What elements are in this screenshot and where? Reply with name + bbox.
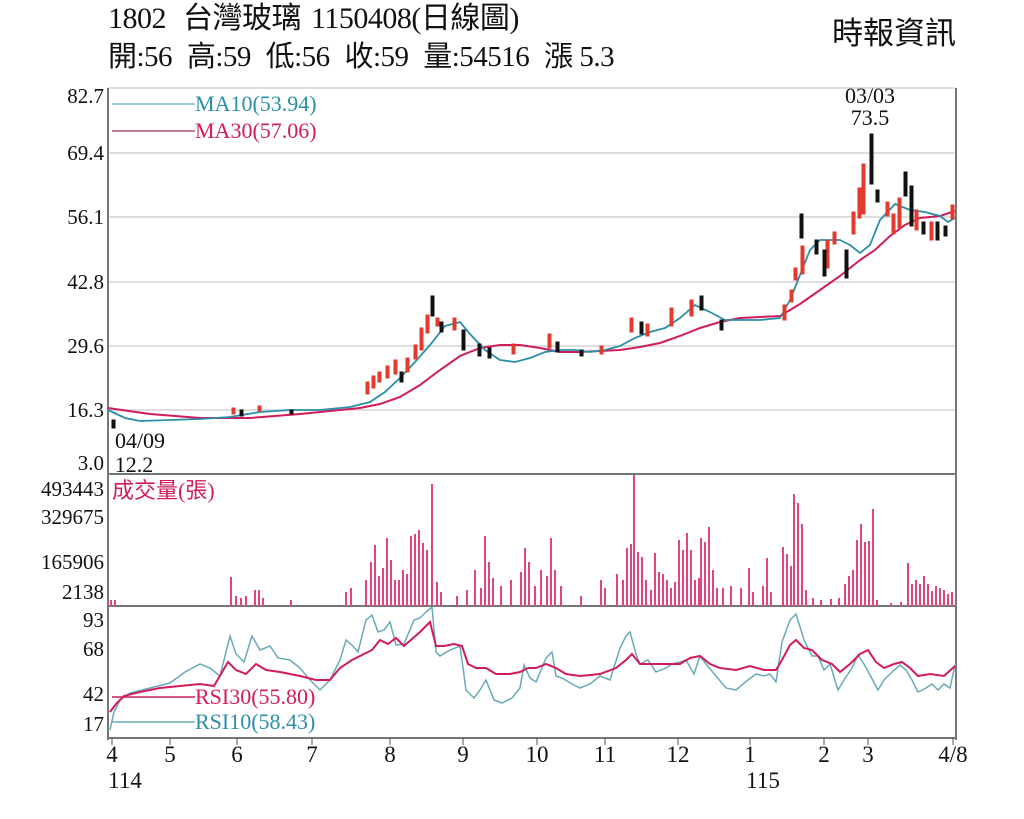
- rsi10-legend: RSI10(58.43): [195, 709, 315, 734]
- price-gridlines: [108, 87, 955, 411]
- price-candles: [111, 133, 955, 429]
- stock-name: 台灣玻璃: [183, 2, 302, 35]
- rsi30-legend: RSI30(55.80): [195, 684, 315, 709]
- svg-text:7: 7: [306, 742, 318, 767]
- svg-text:29.6: 29.6: [67, 334, 104, 358]
- ohlc-summary: 開:56 高:59 低:56 收:59 量:54516 漲 5.3: [108, 40, 622, 74]
- svg-text:8: 8: [384, 742, 396, 767]
- svg-text:4: 4: [106, 742, 118, 767]
- x-axis-ticks: [111, 738, 954, 745]
- svg-text:3.0: 3.0: [78, 451, 104, 475]
- svg-text:17: 17: [83, 712, 104, 736]
- low-value: 低:56: [265, 41, 331, 73]
- svg-text:3: 3: [862, 742, 874, 767]
- data-source-label: 時報資訊: [832, 16, 956, 51]
- volume-y-axis: 493443 329675 165906 2138: [41, 477, 104, 604]
- svg-text:329675: 329675: [41, 505, 104, 529]
- x-axis-labels: 4 5 6 7 8 9 10 11 12 1 2 3 4/8 114 115: [106, 742, 967, 793]
- svg-text:10: 10: [526, 742, 549, 767]
- rsi10-line: [109, 605, 956, 731]
- svg-text:493443: 493443: [41, 477, 104, 501]
- svg-text:56.1: 56.1: [67, 205, 104, 229]
- price-legend: MA10(53.94) MA30(57.06): [112, 91, 317, 143]
- svg-text:4/8: 4/8: [938, 742, 967, 767]
- ma10-legend: MA10(53.94): [195, 91, 317, 116]
- svg-text:42.8: 42.8: [67, 270, 104, 294]
- year-label-115: 115: [746, 768, 780, 793]
- high-value-label: 73.5: [851, 105, 890, 130]
- open-value: 開:56: [108, 41, 173, 73]
- rsi-y-axis: 93 68 42 17: [83, 608, 104, 736]
- svg-text:5: 5: [164, 742, 176, 767]
- svg-text:165906: 165906: [41, 550, 104, 574]
- svg-text:6: 6: [231, 742, 243, 767]
- volume-title: 成交量(張): [112, 478, 215, 503]
- high-value: 高:59: [186, 41, 252, 73]
- ma30-line: [107, 210, 956, 419]
- svg-text:69.4: 69.4: [67, 141, 104, 165]
- svg-text:2138: 2138: [62, 580, 104, 604]
- price-y-axis: 82.7 69.4 56.1 42.8 29.6 16.3 3.0: [67, 84, 104, 475]
- price-annotations: 03/03 73.5 04/09 12.2: [115, 83, 895, 477]
- ma30-legend: MA30(57.06): [195, 118, 317, 143]
- rsi-legend: RSI30(55.80) RSI10(58.43): [112, 684, 315, 734]
- svg-text:42: 42: [83, 682, 104, 706]
- rsi30-line: [109, 620, 956, 713]
- low-value-label: 12.2: [115, 452, 154, 477]
- year-label-114: 114: [108, 768, 142, 793]
- close-value: 收:59: [344, 41, 409, 73]
- svg-text:11: 11: [594, 742, 616, 767]
- svg-text:12: 12: [667, 742, 690, 767]
- volume-value: 量:54516: [423, 41, 530, 73]
- svg-text:9: 9: [457, 742, 469, 767]
- ma10-line: [107, 202, 956, 422]
- stock-code: 1802: [108, 2, 167, 35]
- svg-text:2: 2: [818, 742, 830, 767]
- svg-text:1: 1: [744, 742, 756, 767]
- svg-text:93: 93: [83, 608, 104, 632]
- low-date-label: 04/09: [115, 428, 165, 453]
- svg-text:16.3: 16.3: [67, 398, 104, 422]
- svg-text:68: 68: [83, 637, 104, 661]
- volume-bars: [110, 475, 953, 606]
- change-value: 漲 5.3: [544, 41, 615, 73]
- high-date-label: 03/03: [845, 83, 895, 108]
- chart-title: 1802 台灣玻璃 1150408(日線圖): [108, 2, 529, 36]
- chart-date-title: 1150408(日線圖): [311, 2, 519, 35]
- svg-text:82.7: 82.7: [67, 84, 104, 108]
- chart-frame: [107, 88, 957, 740]
